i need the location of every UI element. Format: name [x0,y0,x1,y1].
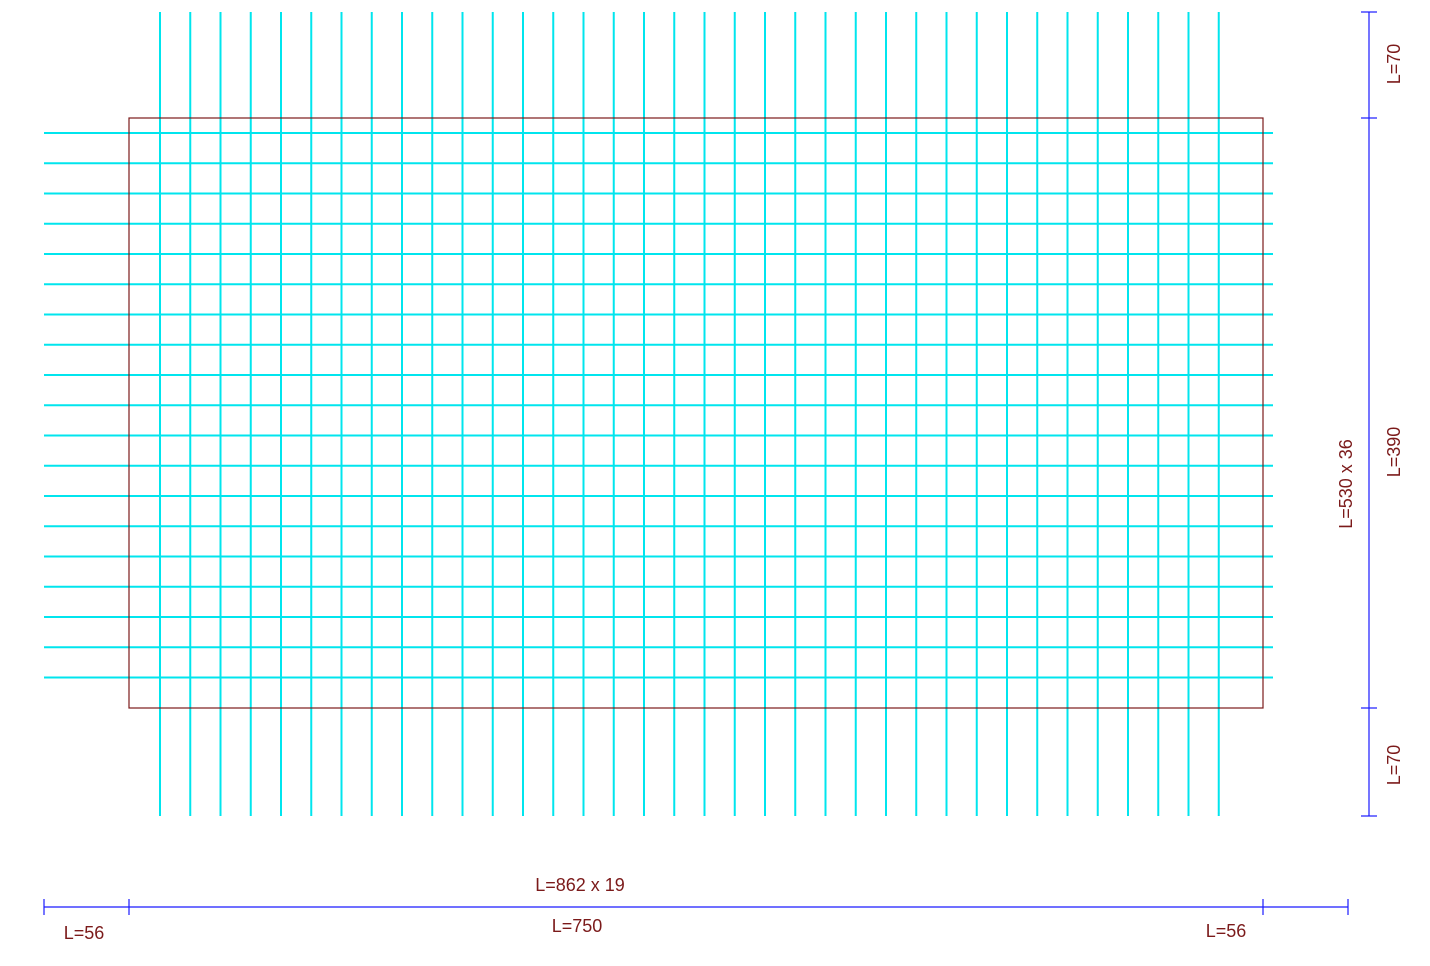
slab-outline [128,117,1264,709]
vertical-rebar-group [159,12,1220,816]
bottom-dimension-span-label: L=750 [552,916,603,936]
right-dimension-bottom-label: L=70 [1384,745,1404,786]
bottom-dimension-right-label: L=56 [1206,921,1247,941]
right-dimension-span-label: L=390 [1384,427,1404,478]
vertical-rebar-label: L=530 x 36 [1336,439,1356,529]
bottom-dimension: L=862 x 19 L=56 L=750 L=56 [43,875,1349,943]
horizontal-rebar-label: L=862 x 19 [535,875,625,895]
right-dimension-top-label: L=70 [1384,44,1404,85]
bottom-dimension-left-label: L=56 [64,923,105,943]
right-dimension: L=70 L=390 L=70 L=530 x 36 [1336,11,1404,817]
horizontal-rebar-group [44,132,1273,679]
